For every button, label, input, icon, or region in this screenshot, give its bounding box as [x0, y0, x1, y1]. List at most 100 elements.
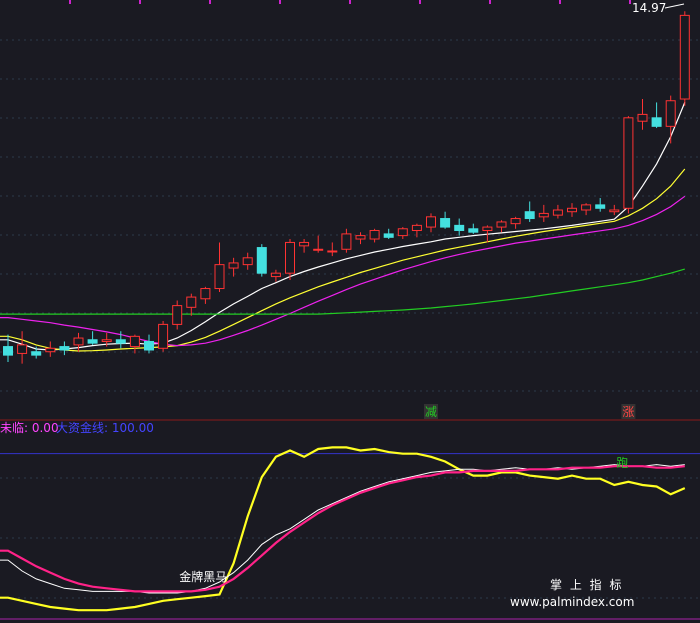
candle-body — [426, 216, 436, 228]
candle-body — [299, 241, 310, 247]
indicator-header-1: 未临: 0.00 — [0, 421, 59, 435]
candle — [482, 225, 493, 243]
candle-body — [595, 204, 606, 209]
candle-body — [144, 340, 154, 351]
candle — [651, 102, 662, 129]
candle-body — [270, 272, 281, 278]
candle-body — [411, 224, 422, 231]
candle — [115, 331, 126, 349]
candle — [524, 201, 535, 222]
candle — [355, 232, 366, 245]
grid — [0, 0, 700, 599]
candle-body — [468, 228, 479, 233]
candle — [341, 228, 352, 253]
candle — [665, 95, 676, 144]
candle-body — [3, 346, 13, 356]
candle — [609, 204, 620, 216]
indicator-line-1 — [0, 446, 686, 612]
signal-box — [424, 404, 438, 419]
watermark-url: www.palmindex.com — [510, 595, 634, 609]
candle — [327, 242, 338, 257]
candle — [200, 286, 211, 304]
candle — [440, 211, 451, 229]
candle-body — [59, 346, 70, 351]
candle — [129, 334, 140, 354]
candle — [31, 346, 42, 359]
candle-body — [355, 235, 366, 240]
signal-label: 涨 — [622, 404, 634, 419]
candle-body — [200, 288, 211, 300]
candle-body — [228, 262, 239, 269]
candle — [496, 220, 507, 233]
candle-body — [454, 224, 465, 231]
candle — [299, 239, 310, 253]
signal-label: 减 — [425, 405, 437, 419]
candle-body — [552, 209, 563, 216]
candle-body — [101, 339, 112, 342]
candle — [45, 341, 56, 357]
candle-body — [115, 339, 126, 344]
candle-body — [637, 113, 648, 122]
candle — [256, 244, 267, 277]
candle-body — [440, 218, 451, 228]
price-panel: 减涨 — [0, 11, 690, 419]
ma-line-2 — [0, 168, 686, 352]
candle — [454, 218, 465, 236]
candle — [87, 331, 98, 345]
candle-body — [665, 100, 676, 127]
candle — [144, 334, 154, 354]
candle — [3, 334, 13, 362]
candle — [510, 216, 521, 229]
candle-body — [87, 339, 98, 344]
candle — [101, 332, 112, 347]
candle-body — [256, 247, 267, 274]
ma-line-3 — [0, 195, 686, 347]
candle — [270, 269, 281, 282]
candle-body — [242, 257, 253, 266]
candle-body — [186, 296, 197, 308]
candle — [581, 203, 592, 216]
ma-line-1 — [0, 102, 686, 351]
candle-body — [524, 211, 535, 220]
candle — [426, 213, 436, 233]
candle — [73, 332, 84, 352]
candle-body — [45, 347, 56, 353]
price-high-arrow — [664, 3, 685, 9]
candle-body — [73, 337, 84, 346]
candle-body — [482, 226, 493, 231]
candle — [17, 331, 28, 364]
candle — [59, 341, 70, 356]
candle-body — [214, 264, 225, 290]
candle — [623, 116, 634, 214]
candle-body — [679, 14, 690, 100]
candle — [397, 227, 408, 240]
candle-body — [383, 233, 394, 238]
signal-box — [621, 404, 636, 419]
candle — [637, 99, 648, 130]
candle-body — [17, 344, 28, 354]
watermark-title: 掌 上 指 标 — [550, 577, 623, 592]
candle-body — [285, 241, 295, 274]
signal-marker: 涨 — [621, 404, 636, 419]
candle — [383, 228, 394, 240]
candle — [285, 239, 295, 280]
candle-body — [496, 221, 507, 228]
candle — [186, 293, 197, 316]
candle-body — [397, 228, 408, 237]
candle — [679, 11, 690, 106]
candle-body — [581, 204, 592, 211]
candle-body — [369, 229, 380, 240]
candle-body — [538, 212, 549, 218]
candle — [214, 242, 225, 292]
candle-body — [172, 305, 183, 325]
signal-marker: 减 — [424, 404, 438, 419]
candle-body — [31, 351, 42, 356]
ma-line-4 — [0, 268, 685, 315]
candle-body — [651, 117, 662, 127]
candle-body — [609, 209, 620, 213]
candle — [158, 320, 169, 352]
candle-body — [341, 233, 352, 250]
candle-body — [623, 117, 634, 209]
candle-body — [158, 323, 169, 349]
